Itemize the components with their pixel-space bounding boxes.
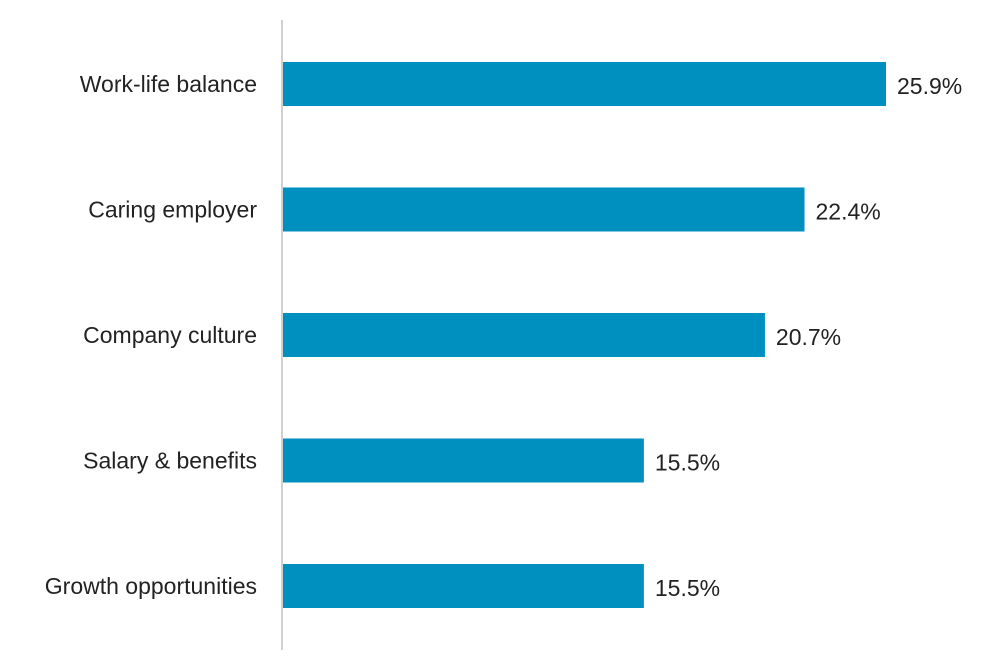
bar xyxy=(283,438,644,483)
bar xyxy=(283,564,644,608)
value-label: 15.5% xyxy=(655,450,720,476)
bar xyxy=(283,187,805,232)
category-label: Company culture xyxy=(83,322,257,348)
value-label: 25.9% xyxy=(897,73,962,99)
category-labels-group: Work-life balance Caring employer Company … xyxy=(45,71,258,599)
value-label: 22.4% xyxy=(816,199,881,225)
category-label: Growth opportunities xyxy=(45,573,257,599)
category-label: Work-life balance xyxy=(80,71,257,97)
value-labels-group: 25.9% 22.4% 20.7% 15.5% 15.5% xyxy=(655,73,962,601)
value-label: 15.5% xyxy=(655,575,720,601)
bars-group xyxy=(283,62,886,608)
bar xyxy=(283,313,765,357)
bar xyxy=(283,62,886,106)
category-label: Caring employer xyxy=(88,197,257,223)
value-label: 20.7% xyxy=(776,324,841,350)
category-label: Salary & benefits xyxy=(83,448,257,474)
